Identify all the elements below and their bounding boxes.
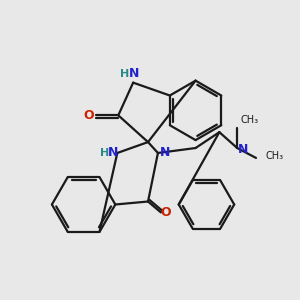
- Text: N: N: [238, 142, 248, 155]
- Text: H: H: [100, 148, 109, 158]
- Text: CH₃: CH₃: [266, 151, 284, 161]
- Text: H: H: [120, 69, 129, 79]
- Text: O: O: [160, 206, 171, 219]
- Text: N: N: [160, 146, 170, 160]
- Text: O: O: [83, 109, 94, 122]
- Text: N: N: [108, 146, 118, 160]
- Text: CH₃: CH₃: [240, 115, 258, 125]
- Text: N: N: [129, 67, 139, 80]
